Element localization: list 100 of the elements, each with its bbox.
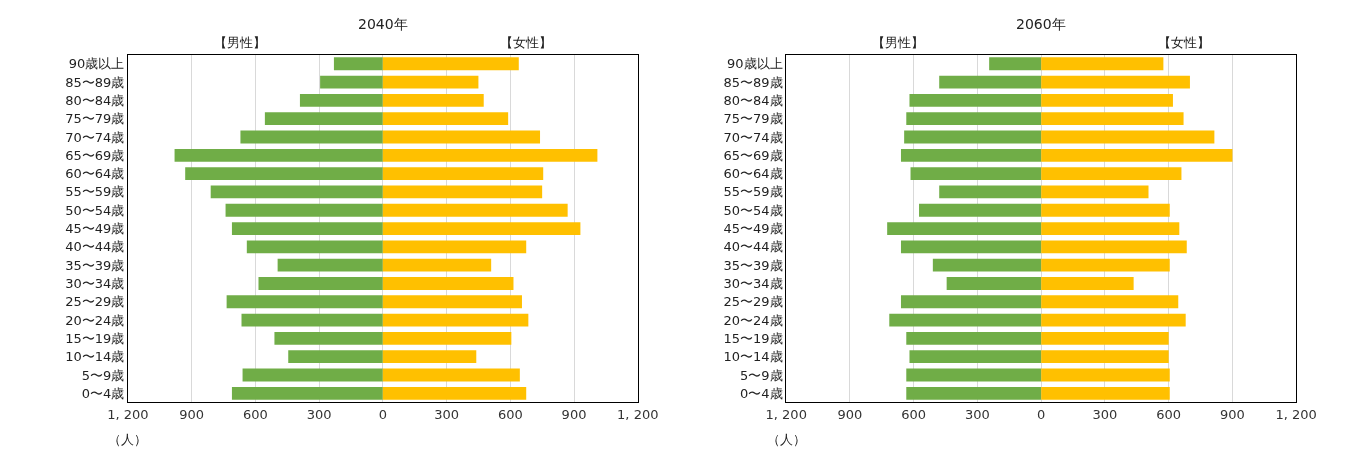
- bar: [382, 112, 509, 126]
- y-tick-label: 55〜59歳: [65, 184, 125, 200]
- y-tick-label: 40〜44歳: [723, 239, 783, 255]
- y-tick-label: 85〜89歳: [65, 74, 125, 90]
- x-tick-label: 900: [561, 407, 587, 423]
- bar: [939, 75, 1042, 89]
- bar: [288, 350, 383, 364]
- bar: [382, 277, 514, 290]
- bar: [1041, 368, 1170, 382]
- bar: [910, 167, 1042, 181]
- y-tick-label: 60〜64歳: [65, 166, 125, 182]
- bar: [231, 386, 383, 400]
- bar: [382, 386, 527, 400]
- bar: [382, 185, 543, 199]
- y-tick-label: 75〜79歳: [723, 111, 783, 127]
- bar: [382, 75, 479, 89]
- bar: [231, 222, 383, 235]
- bar: [946, 277, 1042, 290]
- bar: [904, 130, 1042, 144]
- x-tick-label: 600: [901, 407, 927, 423]
- y-tick-label: 50〜54歳: [723, 202, 783, 218]
- bar: [1041, 185, 1149, 199]
- text: 【男性】: [872, 35, 924, 50]
- y-tick-label: 65〜69歳: [65, 147, 125, 163]
- bar: [1041, 295, 1179, 309]
- bar: [887, 222, 1042, 235]
- x-tick-label: 600: [497, 407, 523, 423]
- bar: [1041, 167, 1182, 181]
- x-tick-label: 900: [1220, 407, 1245, 423]
- bar: [174, 148, 383, 162]
- text: （人）: [767, 432, 806, 447]
- bar: [1041, 386, 1170, 400]
- bar: [900, 148, 1042, 162]
- text: 【男性】: [214, 35, 266, 50]
- bar: [889, 313, 1042, 327]
- text: 【女性】: [1158, 35, 1210, 50]
- bar: [299, 93, 383, 107]
- bar: [932, 258, 1042, 272]
- x-tick-label: 300: [1092, 407, 1118, 423]
- bar: [906, 112, 1042, 126]
- bar: [1041, 222, 1180, 235]
- text: 【女性】: [500, 35, 552, 50]
- bar: [382, 240, 527, 254]
- bar: [258, 277, 383, 290]
- y-tick-label: 80〜84歳: [723, 92, 783, 108]
- bar: [242, 368, 383, 382]
- y-tick-label: 30〜34歳: [723, 276, 783, 292]
- y-tick-label: 55〜59歳: [723, 184, 783, 200]
- y-tick-label: 45〜49歳: [723, 221, 783, 237]
- y-tick-label: 15〜19歳: [65, 330, 125, 346]
- chart-title: 2040年: [358, 16, 408, 32]
- x-tick-label: 600: [1156, 407, 1182, 423]
- y-tick-label: 35〜39歳: [723, 257, 783, 273]
- bar: [382, 331, 512, 345]
- bar: [1041, 148, 1233, 162]
- bar: [246, 240, 383, 254]
- bar: [1041, 331, 1169, 345]
- bar: [185, 167, 383, 181]
- y-tick-label: 20〜24歳: [723, 312, 783, 328]
- bar: [909, 93, 1042, 107]
- bar: [382, 57, 519, 71]
- y-tick-label: 25〜29歳: [723, 294, 783, 310]
- bar: [382, 93, 484, 107]
- bar: [1041, 93, 1173, 107]
- y-tick-label: 0〜4歳: [81, 385, 125, 401]
- y-tick-label: 15〜19歳: [723, 330, 783, 346]
- bar: [382, 148, 598, 162]
- bar: [1041, 240, 1187, 254]
- y-tick-label: 90歳以上: [68, 56, 125, 72]
- bar: [906, 331, 1042, 345]
- y-tick-label: 70〜74歳: [723, 129, 783, 145]
- bar: [382, 222, 581, 235]
- y-tick-label: 90歳以上: [727, 56, 783, 72]
- x-tick-label: 900: [179, 407, 204, 423]
- x-tick-label: 900: [837, 407, 863, 423]
- x-tick-label: 300: [434, 407, 459, 423]
- bar: [277, 258, 383, 272]
- bar: [240, 130, 383, 144]
- y-tick-label: 65〜69歳: [723, 147, 783, 163]
- bar: [1041, 350, 1169, 364]
- y-tick-label: 0〜4歳: [740, 385, 783, 401]
- bar: [906, 368, 1042, 382]
- bar: [320, 75, 383, 89]
- bar: [274, 331, 383, 345]
- bar: [241, 313, 383, 327]
- bar: [909, 350, 1042, 364]
- y-tick-label: 75〜79歳: [65, 111, 125, 127]
- bar: [939, 185, 1042, 199]
- x-tick-label: 300: [965, 407, 990, 423]
- bar: [919, 203, 1042, 217]
- bar: [1041, 258, 1170, 272]
- y-tick-label: 5〜9歳: [740, 367, 783, 383]
- bar: [382, 130, 541, 144]
- bar: [264, 112, 383, 126]
- y-tick-label: 80〜84歳: [65, 92, 125, 108]
- bar: [382, 258, 492, 272]
- bar: [1041, 277, 1134, 290]
- x-tick-label: 0: [378, 407, 387, 423]
- bar: [382, 295, 522, 309]
- y-tick-label: 35〜39歳: [65, 257, 125, 273]
